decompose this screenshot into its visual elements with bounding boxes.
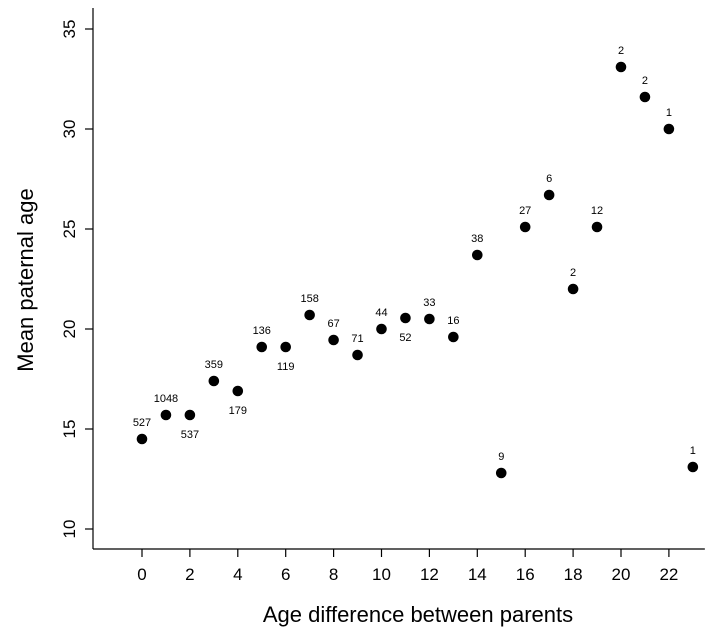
count-label: 1 xyxy=(666,107,672,119)
count-label: 119 xyxy=(277,361,295,373)
data-point xyxy=(567,283,579,295)
x-tick-label: 14 xyxy=(468,565,487,584)
data-point xyxy=(495,467,507,479)
count-label: 67 xyxy=(327,318,339,330)
y-tick-label: 10 xyxy=(60,520,79,539)
data-point xyxy=(376,323,387,335)
count-label: 2 xyxy=(618,45,624,57)
data-point xyxy=(280,341,292,353)
y-tick-label: 15 xyxy=(60,420,79,439)
count-label: 12 xyxy=(591,205,603,217)
count-label: 6 xyxy=(546,173,552,185)
count-label: 2 xyxy=(570,267,576,279)
y-tick-label: 25 xyxy=(60,220,79,239)
data-point xyxy=(208,375,220,387)
data-point xyxy=(184,409,196,421)
count-label: 33 xyxy=(423,297,435,309)
y-tick-label: 35 xyxy=(60,20,79,39)
count-label: 1048 xyxy=(154,393,178,405)
data-point xyxy=(639,91,651,103)
data-point xyxy=(232,385,244,397)
data-point xyxy=(663,123,675,135)
data-point xyxy=(687,461,699,473)
x-tick-label: 2 xyxy=(185,565,194,584)
data-point xyxy=(591,221,603,233)
x-tick-label: 20 xyxy=(612,565,631,584)
x-tick-label: 16 xyxy=(516,565,535,584)
x-tick-label: 4 xyxy=(233,565,242,584)
count-label: 52 xyxy=(399,332,411,344)
count-label: 1 xyxy=(690,445,696,457)
data-point xyxy=(448,331,459,343)
count-label: 359 xyxy=(205,359,223,371)
data-point xyxy=(615,61,627,73)
x-tick-label: 0 xyxy=(137,565,146,584)
count-label: 136 xyxy=(253,325,271,337)
x-axis-title: Age difference between parents xyxy=(263,602,573,627)
data-point xyxy=(328,334,339,346)
count-label: 9 xyxy=(498,451,504,463)
data-point xyxy=(304,309,315,321)
data-point xyxy=(400,312,411,324)
data-point xyxy=(136,433,148,445)
count-label: 179 xyxy=(229,405,247,417)
x-tick-label: 10 xyxy=(372,565,391,584)
x-tick-label: 6 xyxy=(281,565,290,584)
count-label: 2 xyxy=(642,75,648,87)
count-label: 71 xyxy=(351,333,363,345)
count-labels: 5271048537359179136119158677144523316389… xyxy=(133,45,696,463)
count-label: 44 xyxy=(375,307,387,319)
data-point xyxy=(424,313,435,325)
count-label: 16 xyxy=(447,315,459,327)
x-tick-label: 12 xyxy=(420,565,439,584)
data-point xyxy=(352,349,363,361)
count-label: 38 xyxy=(471,233,483,245)
y-tick-label: 20 xyxy=(60,320,79,339)
data-point xyxy=(160,409,172,421)
data-point xyxy=(256,341,268,353)
count-label: 27 xyxy=(519,205,531,217)
count-label: 527 xyxy=(133,417,151,429)
data-point xyxy=(472,249,483,261)
data-point xyxy=(519,221,531,233)
x-tick-label: 22 xyxy=(659,565,678,584)
x-tick-label: 18 xyxy=(564,565,583,584)
y-tick-label: 30 xyxy=(60,120,79,139)
data-points xyxy=(136,61,699,479)
x-tick-label: 8 xyxy=(329,565,338,584)
y-axis-title: Mean paternal age xyxy=(13,188,38,371)
count-label: 158 xyxy=(300,293,318,305)
count-label: 537 xyxy=(181,429,199,441)
data-point xyxy=(543,189,555,201)
